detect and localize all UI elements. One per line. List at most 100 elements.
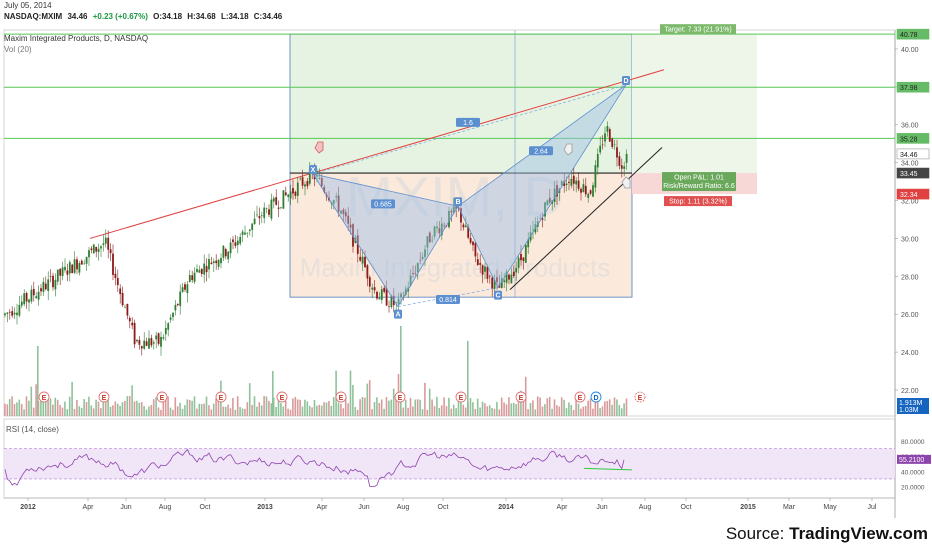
volume-bar xyxy=(52,404,54,416)
volume-bar xyxy=(18,399,21,416)
volume-spike xyxy=(272,371,274,416)
candle-body xyxy=(152,342,155,344)
candle-body xyxy=(601,144,604,146)
candle-body xyxy=(546,200,549,206)
candle xyxy=(481,264,484,284)
volume-bar xyxy=(522,397,525,416)
candle xyxy=(383,285,386,294)
candle-body xyxy=(236,240,239,246)
candle xyxy=(258,207,261,225)
candle xyxy=(8,309,11,320)
pattern-point-label-d: D xyxy=(623,78,628,85)
open-pl-label: Open P&L: 1.01 xyxy=(674,175,724,182)
candle xyxy=(568,174,570,191)
candle xyxy=(349,217,352,235)
volume-bar xyxy=(227,404,229,416)
volume-bar xyxy=(371,409,373,416)
volume-bar xyxy=(78,406,81,416)
price-badge-2 xyxy=(896,133,930,144)
volume-bar xyxy=(584,406,587,416)
candle-body xyxy=(493,279,496,289)
pattern-point-label-c: C xyxy=(495,293,500,300)
volume-bar xyxy=(313,399,316,416)
volume-bar xyxy=(64,401,66,416)
candle-body xyxy=(462,224,465,228)
volume-bar xyxy=(80,407,83,416)
volume-bar xyxy=(503,402,505,416)
time-tick-label-9: Oct xyxy=(438,504,449,511)
volume-bar xyxy=(368,380,371,416)
volume-bar xyxy=(222,406,225,416)
volume-bar xyxy=(462,404,465,416)
candle-body xyxy=(299,178,302,180)
volume-bar xyxy=(236,396,239,416)
volume-bar xyxy=(13,403,16,416)
candle xyxy=(133,319,136,349)
volume-bar xyxy=(193,396,196,416)
symbol-label[interactable]: NASDAQ:MXIM xyxy=(4,12,63,21)
candle-body xyxy=(352,224,354,247)
candle-body xyxy=(376,291,378,299)
candle xyxy=(613,139,616,150)
rsi-tick-label-4: 20.0000 xyxy=(901,484,925,491)
candle-body xyxy=(337,195,340,212)
time-tick-label-4: Oct xyxy=(200,504,211,511)
candle-body xyxy=(368,277,371,287)
candle xyxy=(620,158,623,178)
candle-body xyxy=(277,207,280,209)
volume-bar xyxy=(169,407,172,416)
candle xyxy=(284,186,287,197)
candle xyxy=(508,273,510,285)
volume-bar xyxy=(128,396,131,416)
candle-body xyxy=(515,268,518,273)
volume-bar xyxy=(23,409,25,416)
main-series-legend[interactable]: Maxim Integrated Products, D, NASDAQ xyxy=(4,34,149,43)
candle-body xyxy=(37,291,40,300)
candle xyxy=(337,186,340,217)
time-tick-label-17: May xyxy=(823,504,837,511)
candle xyxy=(556,180,558,205)
volume-bar xyxy=(157,407,160,416)
candle-body xyxy=(335,196,338,198)
candle-body xyxy=(68,262,71,274)
time-tick-label-3: Aug xyxy=(159,504,172,511)
volume-legend[interactable]: Vol (20) xyxy=(4,45,32,54)
earnings-marker-label: E xyxy=(339,395,344,402)
ratio-badge-3 xyxy=(456,117,480,127)
candle xyxy=(296,177,299,204)
volume-bar xyxy=(421,409,424,416)
volume-bar xyxy=(426,409,429,416)
source-brand[interactable]: TradingView.com xyxy=(789,524,928,543)
watermark-name: Maxim Integrated Products xyxy=(300,252,611,282)
volume-bar xyxy=(402,407,405,416)
volume-bar xyxy=(553,399,556,416)
candle-body xyxy=(342,209,345,214)
volume-spike xyxy=(37,346,39,416)
pattern-bcd xyxy=(457,84,627,289)
volume-bar xyxy=(373,402,376,416)
candle xyxy=(575,177,578,193)
candle-body xyxy=(287,194,290,197)
candle-body xyxy=(256,214,258,216)
candle-body xyxy=(25,292,28,302)
ratio-badge-2 xyxy=(529,146,553,156)
volume-bar xyxy=(196,408,198,416)
volume-bar xyxy=(376,397,378,416)
volume-bar xyxy=(409,397,412,416)
candle xyxy=(119,284,122,304)
candle-body xyxy=(455,204,458,209)
candle-body xyxy=(234,242,237,246)
quote-line: NASDAQ:MXIM 34.46 +0.23 (+0.67%) O:34.18… xyxy=(4,12,285,21)
candle xyxy=(56,269,59,286)
candle xyxy=(289,184,292,205)
volume-bar xyxy=(4,403,6,416)
candle-body xyxy=(28,299,30,303)
candle xyxy=(592,182,594,198)
candle xyxy=(174,299,177,316)
volume-bar xyxy=(152,399,155,416)
candle xyxy=(6,311,9,323)
candle-body xyxy=(169,317,172,320)
rsi-legend[interactable]: RSI (14, close) xyxy=(6,425,59,434)
